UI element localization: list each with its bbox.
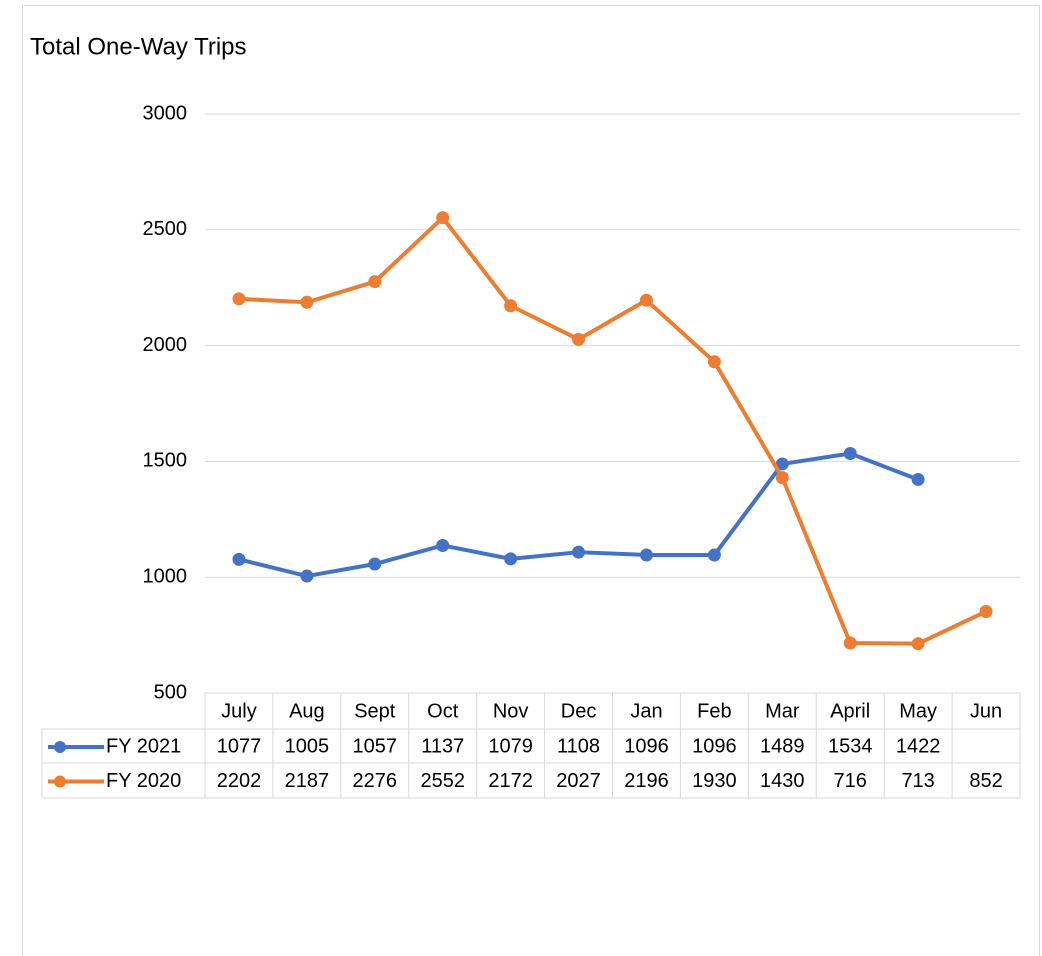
x-tick-label: Aug (289, 700, 325, 722)
point (639, 293, 653, 307)
table-value: 1079 (488, 735, 533, 757)
table-value: 2187 (285, 770, 330, 792)
y-tick-label: 500 (154, 681, 187, 703)
x-tick-label: Nov (493, 700, 529, 722)
table-value: 1430 (760, 770, 805, 792)
table-value: 2276 (353, 770, 398, 792)
point (911, 472, 925, 486)
table-value: 1422 (896, 735, 941, 757)
point (639, 548, 653, 562)
point (843, 636, 857, 650)
point (775, 471, 789, 485)
legend-marker (54, 741, 66, 753)
table-value: 1077 (217, 735, 262, 757)
point (436, 538, 450, 552)
table-value: 1096 (624, 735, 669, 757)
x-tick-label: April (830, 700, 870, 722)
point (368, 275, 382, 289)
table-value: 2027 (556, 770, 601, 792)
x-tick-label: Dec (561, 700, 597, 722)
point (843, 447, 857, 461)
point (775, 457, 789, 471)
point (572, 332, 586, 346)
table-value: 716 (834, 770, 867, 792)
table-value: 2196 (624, 770, 669, 792)
point (368, 557, 382, 571)
legend-marker (54, 775, 66, 788)
table-value: 852 (969, 770, 1002, 792)
x-tick-label: May (899, 700, 937, 722)
point (707, 548, 721, 562)
table-value: 1489 (760, 735, 805, 757)
point (572, 545, 586, 559)
table-value: 2172 (488, 770, 533, 792)
point (300, 569, 314, 583)
point (504, 299, 518, 313)
x-tick-label: Feb (697, 700, 731, 722)
legend-label: FY 2021 (106, 735, 181, 757)
point (911, 637, 925, 651)
point (300, 295, 314, 309)
table-value: 1005 (285, 735, 330, 757)
point (979, 604, 993, 618)
point (232, 552, 246, 566)
x-tick-label: Jan (630, 700, 662, 722)
x-tick-label: Jun (970, 700, 1002, 722)
table-value: 1930 (692, 770, 737, 792)
point (707, 355, 721, 369)
table-value: 1108 (557, 735, 600, 757)
point (504, 552, 518, 566)
y-tick-label: 1500 (143, 450, 188, 472)
x-tick-label: Oct (427, 700, 459, 722)
chart-title: Total One-Way Trips (30, 33, 247, 60)
table-value: 2552 (420, 770, 465, 792)
series-line (238, 215, 987, 646)
chart-border (22, 5, 1040, 956)
table-value: 1096 (692, 735, 737, 757)
y-tick-label: 1000 (143, 565, 188, 587)
table-value: 1057 (353, 735, 398, 757)
y-tick-label: 2000 (143, 334, 188, 356)
x-tick-label: Mar (765, 700, 800, 722)
table-value: 1534 (828, 735, 873, 757)
y-tick-label: 3000 (143, 102, 188, 124)
table-value: 713 (901, 770, 934, 792)
table-value: 2202 (217, 770, 262, 792)
table-value: 1137 (421, 735, 464, 757)
y-tick-label: 2500 (143, 218, 188, 240)
x-tick-label: Sept (354, 700, 396, 722)
legend-label: FY 2020 (106, 770, 181, 792)
point (232, 292, 246, 306)
point (436, 211, 450, 225)
x-tick-label: July (221, 700, 257, 722)
